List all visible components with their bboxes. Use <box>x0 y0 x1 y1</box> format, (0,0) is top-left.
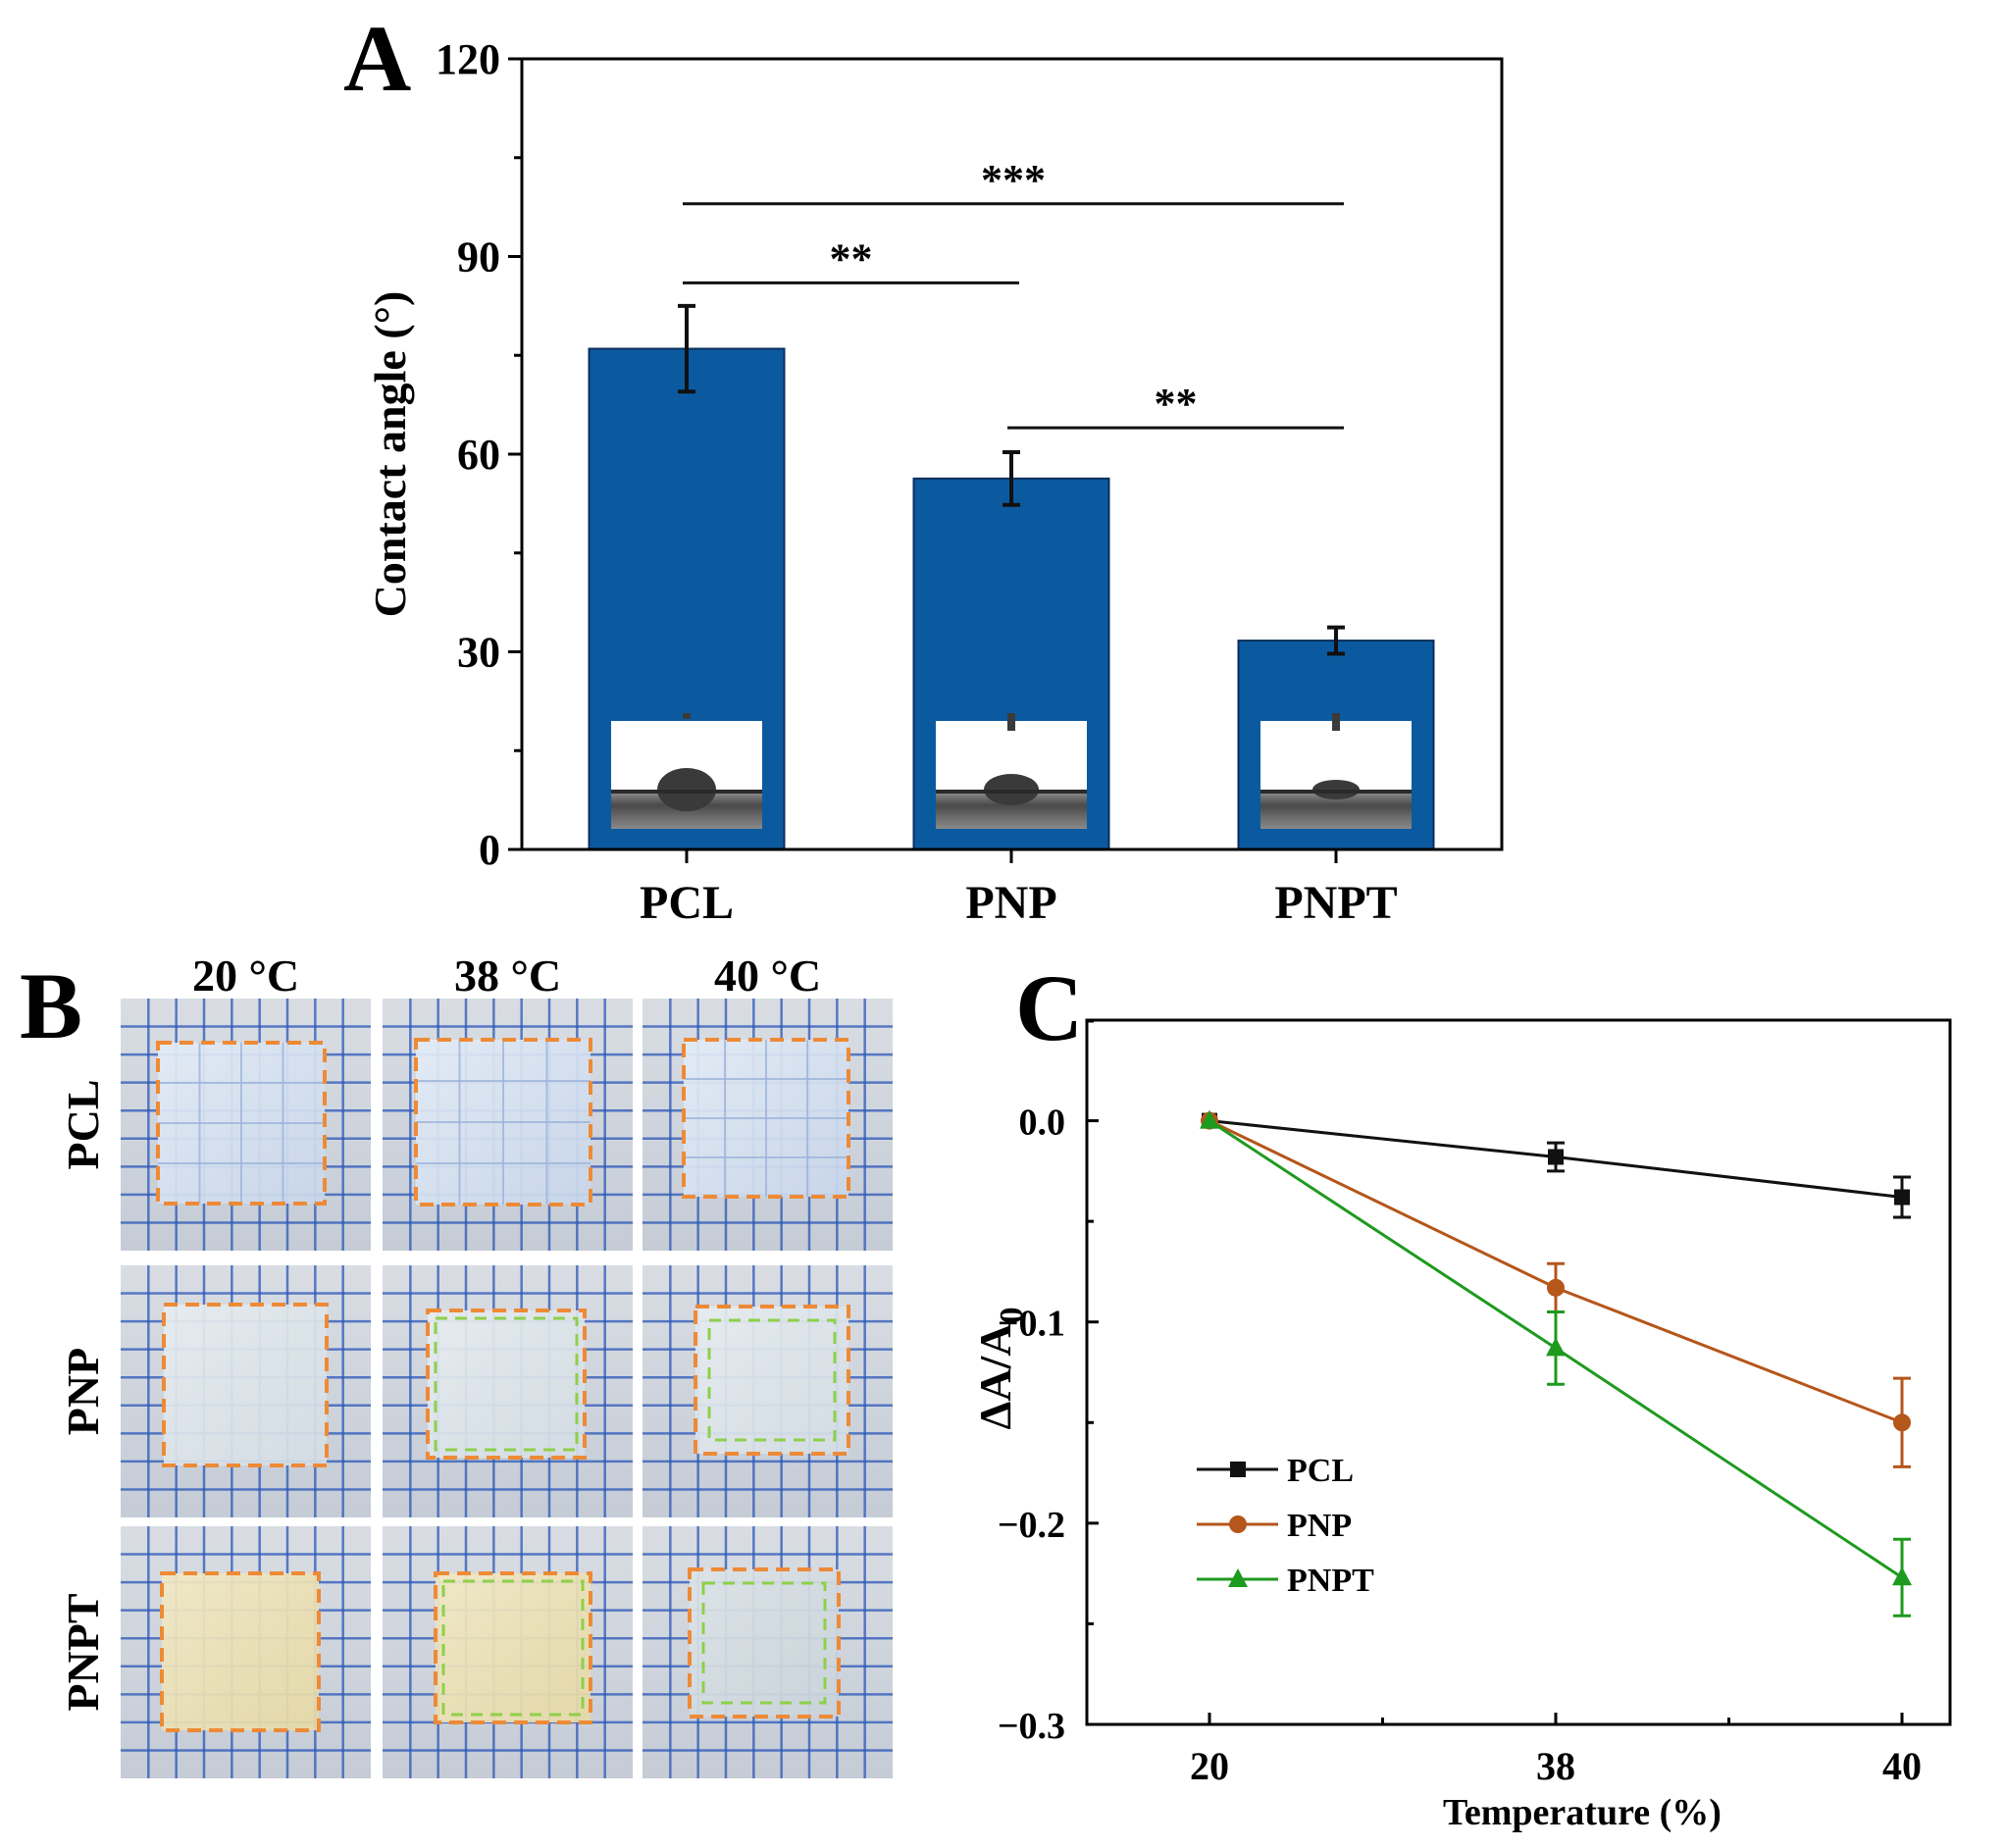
x-tick-label-pnp: PNP <box>965 877 1056 929</box>
x-tick-label: 40 <box>1882 1744 1922 1788</box>
needle-tip <box>683 713 691 719</box>
y-tick-label: 60 <box>457 431 500 479</box>
legend-label-pnp: PNP <box>1287 1508 1352 1544</box>
series-pnpt <box>1200 1109 1912 1617</box>
axes-c: 0.0 −0.1 −0.2 −0.3 20 38 40 <box>998 1018 1952 1788</box>
x-axis-title: Temperature (%) <box>1443 1792 1722 1833</box>
y-axis-title: Contact angle (°) <box>365 291 415 618</box>
legend: PCL PNP PNPT <box>1197 1453 1374 1599</box>
plot-frame-c <box>1085 1018 1952 1726</box>
photo-cell <box>121 1526 371 1778</box>
photo-cell <box>121 999 371 1251</box>
inset-contact-line <box>1260 790 1412 794</box>
panel-b-label: B <box>20 953 82 1058</box>
photo-column-label: 40 °C <box>714 950 821 1001</box>
bar-layer <box>588 303 1435 850</box>
series-layer <box>1200 1109 1912 1617</box>
marker-circle <box>1893 1413 1911 1432</box>
photo-cell <box>643 1265 893 1517</box>
marker-triangle <box>1228 1568 1248 1587</box>
y-tick-label: −0.2 <box>998 1505 1065 1546</box>
y-tick-label: −0.1 <box>998 1304 1065 1345</box>
sample-film <box>162 1573 319 1730</box>
inset-contact-line <box>936 790 1087 794</box>
original-outline-dashed <box>160 1571 321 1732</box>
y-tick-label: 0.0 <box>1019 1103 1066 1144</box>
legend-label-pcl: PCL <box>1287 1453 1354 1489</box>
significance-label: ** <box>830 234 873 282</box>
significance-layer: ******* <box>683 156 1344 430</box>
original-outline-dashed <box>694 1305 850 1456</box>
original-outline-dashed <box>682 1038 850 1199</box>
x-tick-label-pcl: PCL <box>640 877 734 929</box>
marker-circle <box>1547 1278 1565 1297</box>
sample-film <box>436 1573 591 1722</box>
panel-c: C 0.0 −0.1 −0.2 −0.3 20 38 40 PCL PNP PNPT Tempe… <box>970 955 1952 1833</box>
series-pcl <box>1202 1112 1911 1219</box>
y-axis-title-c: ΔA/A0 <box>970 1307 1030 1429</box>
original-outline-dashed <box>688 1567 841 1719</box>
axes-a: 0 30 60 90 120 PCL PNP PNPT <box>436 35 1504 929</box>
significance-label: ** <box>1155 380 1198 428</box>
significance-label: *** <box>981 156 1046 204</box>
sample-film <box>690 1569 839 1717</box>
marker-square <box>1548 1149 1564 1165</box>
original-outline-dashed <box>434 1571 592 1724</box>
original-outline-dashed <box>414 1038 592 1206</box>
photo-cell <box>121 1265 371 1517</box>
photo-cell <box>383 1526 633 1778</box>
photo-row-label: PNPT <box>58 1593 108 1711</box>
needle-tip <box>1332 713 1340 731</box>
droplet-inset-pnpt <box>1260 713 1412 829</box>
x-tick-label-pnpt: PNPT <box>1274 877 1397 929</box>
panel-c-label: C <box>1015 955 1083 1060</box>
sample-film <box>695 1307 848 1454</box>
photo-cell <box>383 999 633 1251</box>
y-tick-label: 90 <box>457 233 500 282</box>
marker-circle <box>1229 1515 1247 1533</box>
panel-a-label: A <box>343 6 411 111</box>
photo-cell <box>643 999 893 1251</box>
shrunk-outline-dashed <box>701 1581 827 1705</box>
original-outline-dashed <box>162 1303 329 1467</box>
photo-column-label: 38 °C <box>454 950 561 1001</box>
shrunk-outline-dashed <box>441 1579 585 1717</box>
y-axis-title-main: ΔA/A <box>970 1323 1020 1429</box>
sample-film <box>164 1305 327 1465</box>
photo-cell <box>643 1526 893 1778</box>
y-tick-label: 120 <box>436 35 500 83</box>
marker-square <box>1230 1462 1246 1477</box>
legend-label-pnpt: PNPT <box>1287 1563 1374 1599</box>
droplet-inset-pnp <box>936 713 1087 829</box>
y-axis-title-sub: 0 <box>994 1307 1030 1323</box>
panel-b: B 20 °C 38 °C 40 °C PCL PNP PNPT <box>20 950 893 1778</box>
photo-row-label: PCL <box>58 1080 108 1170</box>
photo-row-label: PNP <box>58 1348 108 1435</box>
inset-contact-line <box>611 790 762 794</box>
needle-tip <box>1007 713 1015 731</box>
shrunk-outline-dashed <box>434 1316 579 1452</box>
x-tick-label: 38 <box>1536 1744 1575 1788</box>
marker-triangle <box>1892 1566 1912 1586</box>
original-outline-dashed <box>426 1309 587 1460</box>
y-tick-label: 0 <box>479 826 500 874</box>
photo-cell <box>383 1265 633 1517</box>
sample-film <box>428 1310 585 1458</box>
x-tick-label: 20 <box>1190 1744 1229 1788</box>
droplet-inset-pcl <box>611 713 762 829</box>
marker-square <box>1894 1189 1910 1206</box>
shrunk-outline-dashed <box>707 1318 837 1442</box>
y-tick-label: −0.3 <box>998 1706 1065 1747</box>
photo-grid: 20 °C 38 °C 40 °C PCL PNP PNPT <box>58 950 893 1778</box>
original-outline-dashed <box>156 1041 327 1206</box>
marker-triangle <box>1200 1109 1219 1129</box>
marker-triangle <box>1546 1337 1566 1357</box>
photo-column-label: 20 °C <box>192 950 299 1001</box>
y-tick-label: 30 <box>457 629 500 677</box>
